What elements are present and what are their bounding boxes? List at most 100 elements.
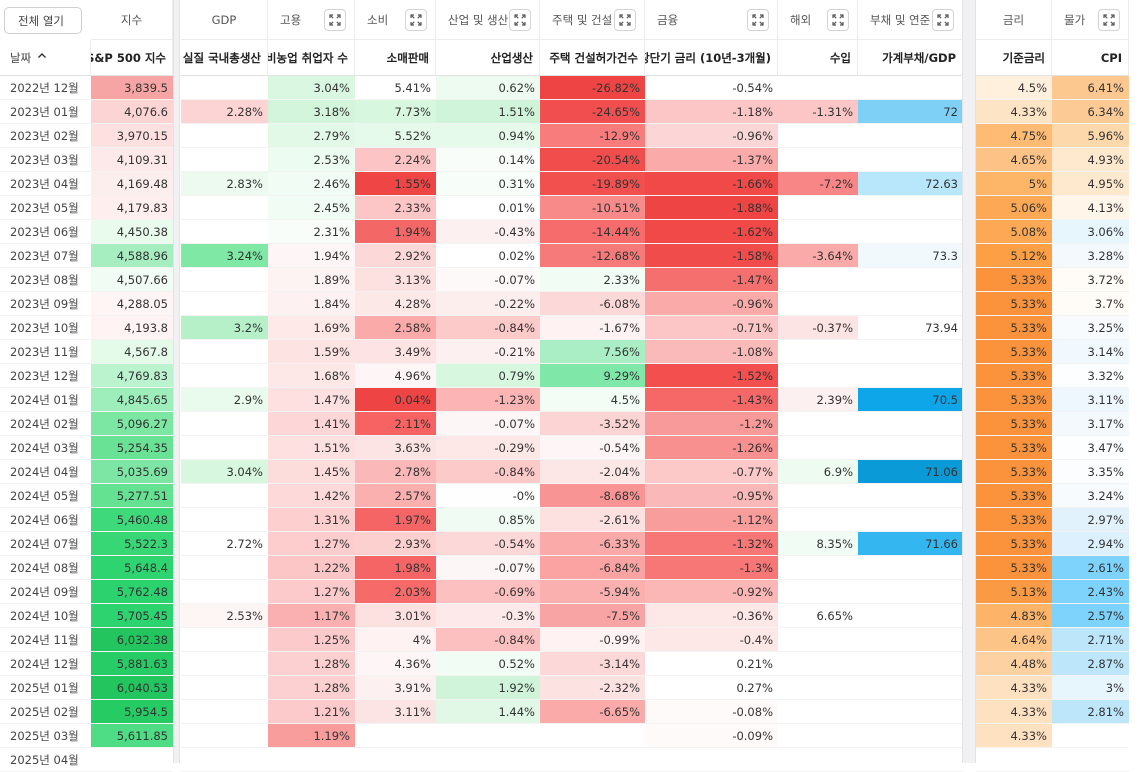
expand-icon <box>514 13 526 26</box>
data-cell <box>858 436 963 460</box>
data-cell: 4,567.8 <box>91 340 173 364</box>
column-header-4[interactable]: 소매판매 <box>355 40 436 76</box>
expand-group-button[interactable] <box>405 8 427 31</box>
data-cell <box>436 748 540 772</box>
data-cell: 5.33% <box>976 460 1052 484</box>
column-header-2[interactable]: 실질 국내총생산 <box>181 40 268 76</box>
data-cell: 4,193.8 <box>91 316 173 340</box>
expand-group-button[interactable] <box>324 8 346 31</box>
column-header-3[interactable]: 비농업 취업자 수 <box>268 40 355 76</box>
data-cell <box>540 748 645 772</box>
data-cell: 5,035.69 <box>91 460 173 484</box>
data-cell: 0.04% <box>355 388 436 412</box>
data-cell: 3.11% <box>1052 388 1129 412</box>
group-header-5: 주택 및 건설 <box>540 0 645 40</box>
data-cell: -0.84% <box>436 460 540 484</box>
data-cell: -0.07% <box>436 412 540 436</box>
data-cell: 4.33% <box>976 724 1052 748</box>
column-label: 기준금리 <box>1002 50 1045 65</box>
expand-group-button[interactable] <box>932 8 954 31</box>
data-cell <box>181 700 268 724</box>
column-splitter[interactable] <box>173 0 180 763</box>
data-cell: -1.37% <box>645 148 778 172</box>
data-cell <box>858 340 963 364</box>
column-header-11[interactable]: CPI <box>1052 40 1129 76</box>
data-cell: -0.54% <box>645 76 778 100</box>
expand-icon <box>752 13 764 26</box>
data-cell <box>778 676 858 700</box>
data-cell: -6.65% <box>540 700 645 724</box>
data-cell: 6,040.53 <box>91 676 173 700</box>
data-cell: 1.92% <box>436 676 540 700</box>
data-cell: -10.51% <box>540 196 645 220</box>
data-cell <box>858 220 963 244</box>
data-cell: 71.66 <box>858 532 963 556</box>
group-label: 고용 <box>280 12 302 27</box>
data-cell: 5.96% <box>1052 124 1129 148</box>
group-label: 산업 및 생산 <box>448 12 509 27</box>
data-cell <box>181 124 268 148</box>
data-cell <box>858 124 963 148</box>
expand-icon <box>832 13 844 26</box>
data-cell: 4.75% <box>976 124 1052 148</box>
expand-group-button[interactable] <box>509 8 531 31</box>
data-cell <box>778 292 858 316</box>
group-label: 해외 <box>790 12 812 27</box>
row-date: 2023년 08월 <box>0 268 91 292</box>
row-date: 2024년 11월 <box>0 628 91 652</box>
column-header-6[interactable]: 주택 건설허가건수 <box>540 40 645 76</box>
data-cell: 3.32% <box>1052 364 1129 388</box>
data-cell: 1.84% <box>268 292 355 316</box>
open-all-button[interactable]: 전체 열기 <box>4 7 82 37</box>
data-cell <box>858 628 963 652</box>
column-header-0[interactable]: 날짜 <box>0 40 91 76</box>
data-cell: 1.28% <box>268 652 355 676</box>
data-cell: -12.9% <box>540 124 645 148</box>
data-cell: 5.06% <box>976 196 1052 220</box>
expand-group-button[interactable] <box>1098 8 1120 31</box>
expand-group-button[interactable] <box>747 8 769 31</box>
data-cell: 4,169.48 <box>91 172 173 196</box>
data-cell: -0.54% <box>436 532 540 556</box>
expand-group-button[interactable] <box>827 8 849 31</box>
data-cell: 3.24% <box>181 244 268 268</box>
column-header-10[interactable]: 기준금리 <box>976 40 1052 76</box>
data-cell: -0.43% <box>436 220 540 244</box>
data-cell: -0.84% <box>436 628 540 652</box>
column-header-8[interactable]: 수입 <box>778 40 858 76</box>
data-cell: 5.33% <box>976 292 1052 316</box>
expand-icon <box>410 13 422 26</box>
data-cell: -0.92% <box>645 580 778 604</box>
data-cell: 0.02% <box>436 244 540 268</box>
data-cell: 6.65% <box>778 604 858 628</box>
row-date: 2023년 10월 <box>0 316 91 340</box>
group-header-2: 고용 <box>268 0 355 40</box>
expand-group-button[interactable] <box>614 8 636 31</box>
column-header-1[interactable]: S&P 500 지수 <box>91 40 173 76</box>
data-cell <box>181 628 268 652</box>
data-cell <box>181 676 268 700</box>
data-cell: 3.28% <box>1052 244 1129 268</box>
data-cell: 5.33% <box>976 484 1052 508</box>
chevron-up-icon[interactable] <box>37 51 47 64</box>
data-cell: 3.24% <box>1052 484 1129 508</box>
column-header-7[interactable]: 장단기 금리 (10년-3개월) <box>645 40 778 76</box>
data-cell: 4,769.83 <box>91 364 173 388</box>
group-label: 금리 <box>1002 12 1025 27</box>
column-header-5[interactable]: 산업생산 <box>436 40 540 76</box>
data-cell: 1.27% <box>268 532 355 556</box>
data-cell: -5.94% <box>540 580 645 604</box>
column-splitter[interactable] <box>962 0 976 763</box>
data-cell <box>778 700 858 724</box>
data-cell: 4.96% <box>355 364 436 388</box>
column-header-9[interactable]: 가계부채/GDP <box>858 40 963 76</box>
data-cell: 5.33% <box>976 412 1052 436</box>
data-cell <box>181 484 268 508</box>
column-label: 산업생산 <box>490 50 533 65</box>
data-cell: 2.61% <box>1052 556 1129 580</box>
data-cell: -0.71% <box>645 316 778 340</box>
data-cell <box>858 700 963 724</box>
data-cell <box>858 556 963 580</box>
group-label: 금융 <box>657 12 679 27</box>
row-date: 2024년 03월 <box>0 436 91 460</box>
